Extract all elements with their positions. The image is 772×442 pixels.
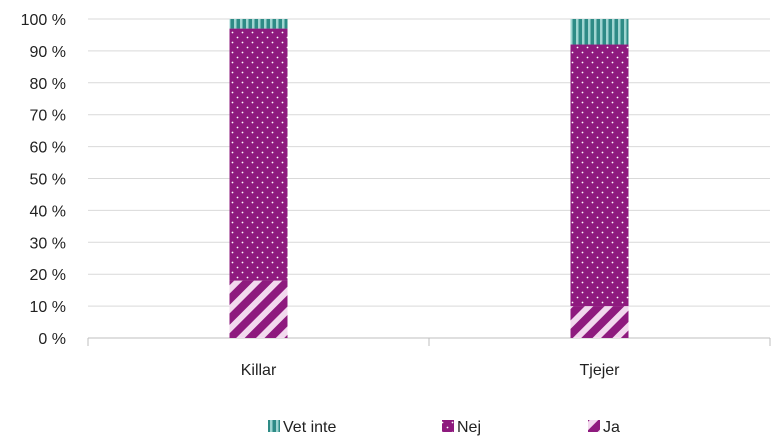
x-category-label: Tjejer [579, 362, 620, 379]
legend-swatch-nej [442, 420, 454, 432]
y-tick-label: 80 % [30, 76, 66, 93]
legend-swatch-vet-inte [268, 420, 280, 432]
legend-label: Nej [457, 419, 481, 436]
y-tick-label: 30 % [30, 235, 66, 252]
bar-segment-ja-tjejer [570, 306, 629, 338]
legend-label: Vet inte [283, 419, 336, 436]
x-category-label: Killar [241, 362, 277, 379]
bar-segment-nej-killar [229, 28, 288, 281]
legend-swatch-ja [588, 420, 600, 432]
y-tick-label: 100 % [21, 12, 66, 29]
bar-segment-nej-tjejer [570, 44, 629, 307]
bar-segment-ja-killar [229, 280, 288, 338]
y-tick-label: 0 % [38, 331, 66, 348]
y-tick-label: 40 % [30, 203, 66, 220]
y-tick-label: 20 % [30, 267, 66, 284]
y-tick-label: 50 % [30, 172, 66, 189]
bar-segment-vet-inte-tjejer [570, 19, 629, 45]
y-tick-label: 10 % [30, 299, 66, 316]
y-tick-label: 70 % [30, 108, 66, 125]
y-tick-label: 90 % [30, 44, 66, 61]
legend-label: Ja [603, 419, 620, 436]
y-tick-label: 60 % [30, 140, 66, 157]
bar-segment-vet-inte-killar [229, 19, 288, 29]
